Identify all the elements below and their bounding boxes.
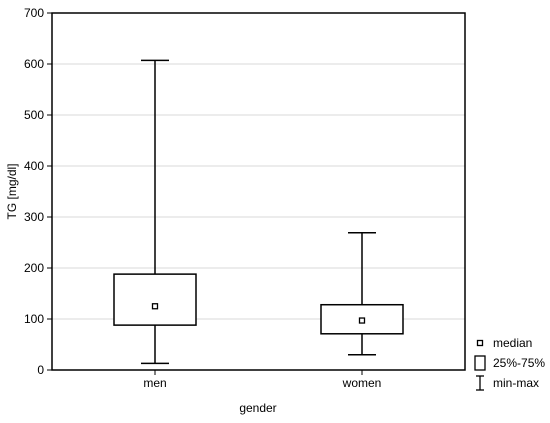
legend-item-median: median (476, 336, 532, 350)
y-tick-label: 0 (37, 363, 44, 377)
y-tick-label: 100 (24, 312, 44, 326)
legend-median-symbol (476, 339, 484, 347)
y-tick-label: 200 (24, 261, 44, 275)
x-tick-label: women (342, 376, 382, 390)
box-women (320, 232, 404, 356)
x-axis-ticks: men women (143, 370, 381, 390)
y-axis-ticks: 0 100 200 300 400 500 600 700 (24, 6, 52, 377)
y-tick-label: 700 (24, 6, 44, 20)
legend-box-symbol (474, 355, 486, 371)
iqr-box (113, 273, 197, 326)
box-series (113, 59, 404, 365)
median-marker (151, 303, 159, 310)
y-tick-label: 600 (24, 57, 44, 71)
y-axis-label: TG [mg/dl] (5, 163, 19, 219)
box-men (113, 59, 197, 365)
legend-label: min-max (493, 376, 539, 390)
median-marker (358, 317, 366, 324)
legend-label: 25%-75% (493, 356, 545, 370)
legend-label: median (493, 336, 532, 350)
x-tick-label: men (143, 376, 166, 390)
legend-item-box: 25%-75% (474, 355, 545, 371)
x-axis-label: gender (239, 401, 276, 415)
plot-frame (51, 12, 466, 371)
y-tick-label: 500 (24, 108, 44, 122)
y-tick-label: 300 (24, 210, 44, 224)
legend-item-whisker: min-max (476, 375, 539, 391)
y-tick-label: 400 (24, 159, 44, 173)
legend: median 25%-75% min-max (474, 336, 545, 391)
